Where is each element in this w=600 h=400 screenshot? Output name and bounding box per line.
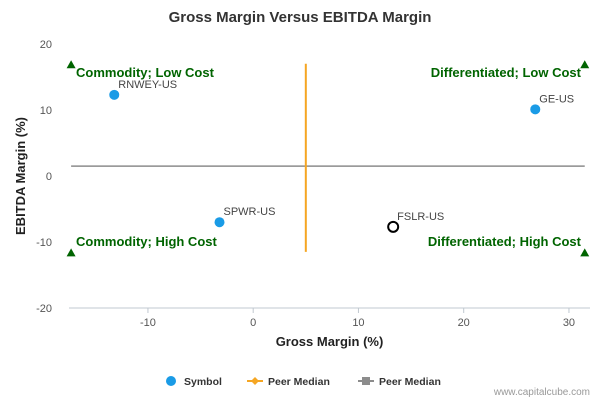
y-tick-label: 0	[46, 171, 52, 183]
chart-title: Gross Margin Versus EBITDA Margin	[169, 9, 432, 26]
data-point	[214, 217, 225, 228]
legend-item: Symbol	[166, 376, 222, 388]
data-point-label: FSLR-US	[397, 211, 444, 223]
y-axis-title: EBITDA Margin (%)	[13, 117, 28, 235]
quadrant-triangle-icon	[66, 248, 76, 257]
x-tick-label: 0	[250, 317, 256, 329]
x-tick-label: 10	[352, 317, 364, 329]
x-tick-label: 20	[458, 317, 470, 329]
plot-area: -10 0 10 20 30 20 10 0 -10 -20 Commodity; Low Cost…	[36, 39, 590, 329]
y-tick-label: 10	[40, 105, 52, 117]
legend-label: Symbol	[184, 376, 222, 388]
quadrant-label: Commodity; Low Cost	[76, 65, 215, 80]
legend: Symbol Peer Median Peer Median	[166, 376, 441, 388]
x-tick-label: 30	[563, 317, 575, 329]
legend-label: Peer Median	[379, 376, 441, 388]
legend-item: Peer Median	[247, 376, 330, 388]
quadrant-label: Commodity; High Cost	[76, 234, 217, 249]
x-tick-label: -10	[140, 317, 156, 329]
data-point-label: RNWEY-US	[118, 79, 177, 91]
data-point-label: GE-US	[539, 93, 574, 105]
data-point	[530, 104, 541, 115]
y-tick-label: -10	[36, 237, 52, 249]
data-point-label: SPWR-US	[224, 206, 276, 218]
quadrant-label: Differentiated; Low Cost	[431, 65, 582, 80]
quadrant-label: Differentiated; High Cost	[428, 234, 582, 249]
x-axis-title: Gross Margin (%)	[276, 334, 384, 349]
legend-label: Peer Median	[268, 376, 330, 388]
quadrant-triangle-icon	[580, 60, 590, 69]
legend-square-icon	[362, 377, 370, 385]
y-tick-label: -20	[36, 303, 52, 315]
credit-text: www.capitalcube.com	[493, 387, 590, 398]
y-tick-label: 20	[40, 39, 52, 51]
legend-diamond-icon	[251, 377, 259, 385]
data-point	[109, 89, 120, 100]
legend-item: Peer Median	[358, 376, 441, 388]
legend-circle-icon	[166, 376, 176, 386]
data-point	[387, 220, 400, 233]
quadrant-triangle-icon	[580, 248, 590, 257]
quadrant-triangle-icon	[66, 60, 76, 69]
